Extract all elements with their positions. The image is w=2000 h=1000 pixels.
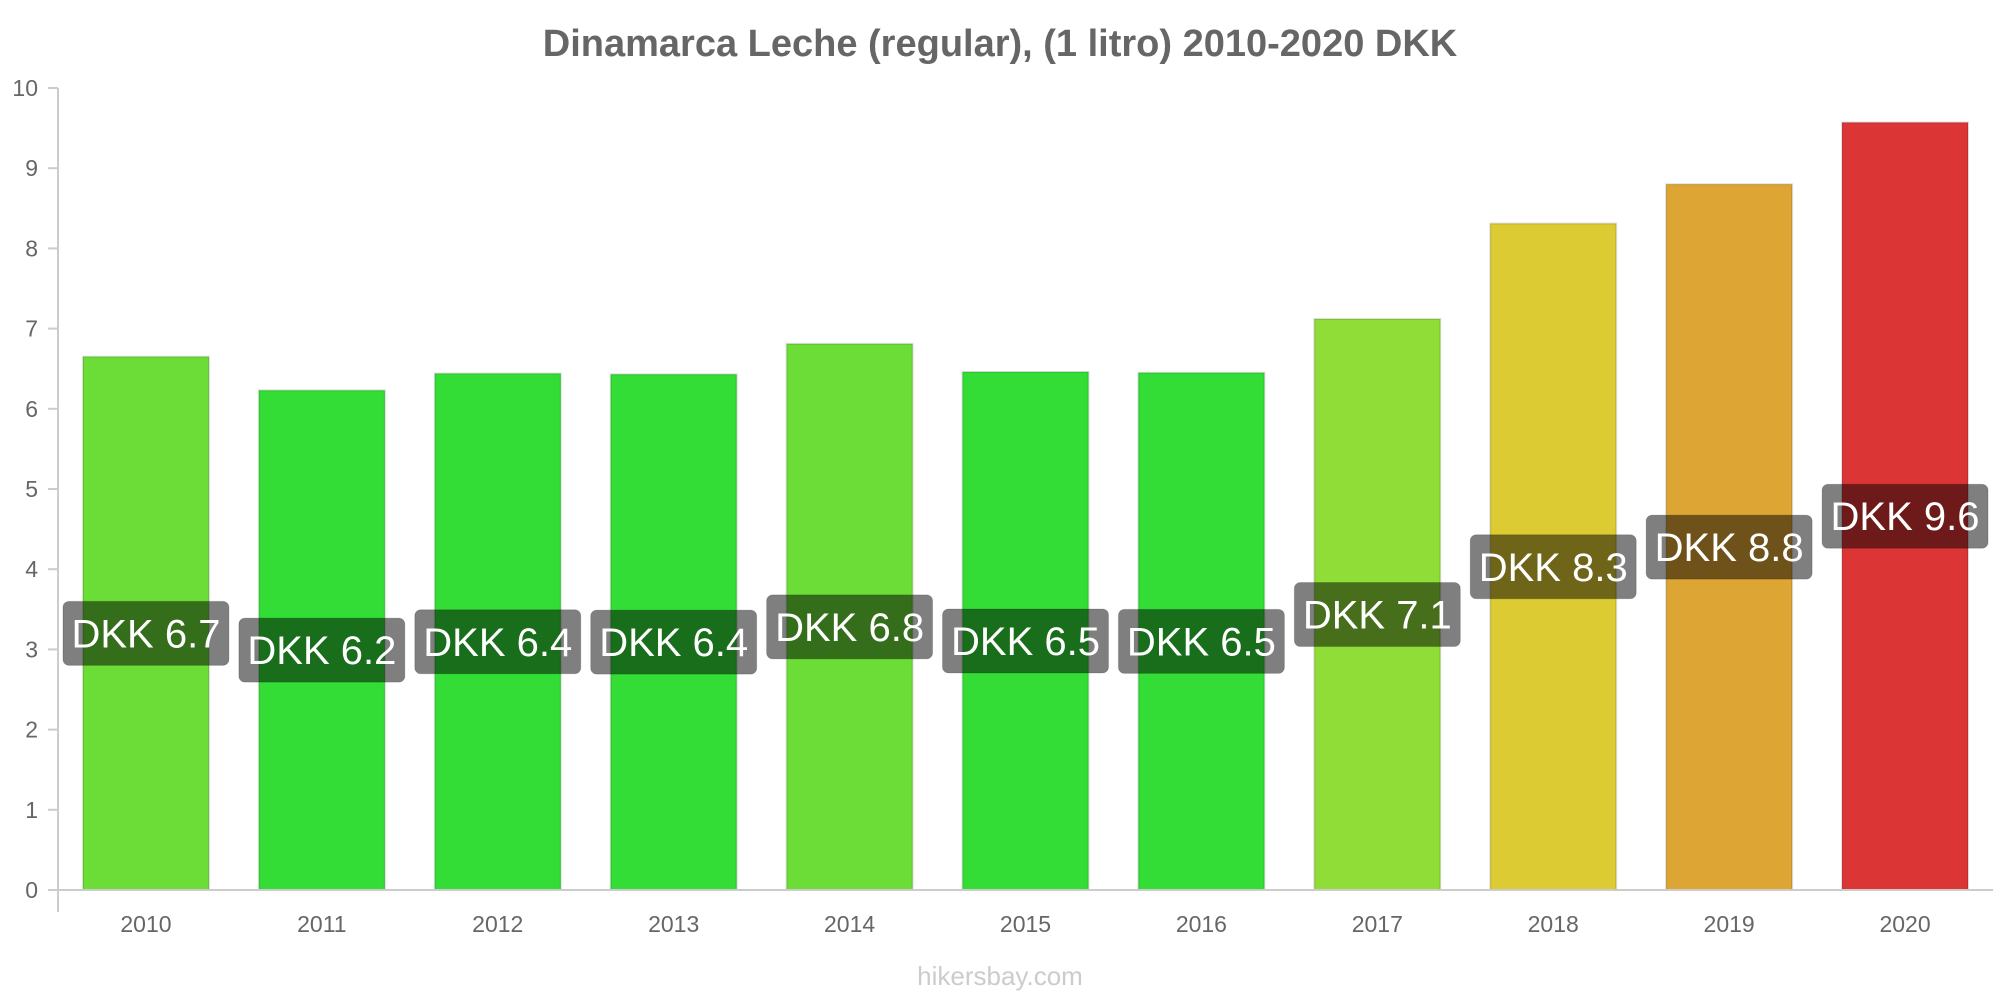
x-tick-label: 2020 bbox=[1879, 911, 1930, 937]
x-tick-label: 2011 bbox=[297, 911, 346, 937]
data-label: DKK 6.4 bbox=[599, 621, 748, 665]
data-label: DKK 6.2 bbox=[247, 629, 396, 673]
y-tick-label: 4 bbox=[25, 556, 38, 582]
x-tick-label: 2015 bbox=[1000, 911, 1051, 937]
x-tick-label: 2014 bbox=[824, 911, 875, 937]
data-label: DKK 6.4 bbox=[423, 621, 572, 665]
y-tick-label: 10 bbox=[12, 75, 38, 101]
data-label-box bbox=[238, 617, 406, 683]
data-label: DKK 6.7 bbox=[71, 612, 220, 656]
data-label: DKK 8.3 bbox=[1479, 546, 1628, 590]
watermark: hikersbay.com bbox=[917, 961, 1083, 991]
data-label-box bbox=[62, 600, 230, 666]
data-label-box bbox=[1293, 581, 1461, 647]
data-label-box bbox=[1645, 514, 1813, 580]
y-axis: 0 1 2 3 4 5 6 7 8 9 10 bbox=[12, 75, 58, 903]
data-labels: DKK 6.7 DKK 6.2 DKK 6.4 DKK 6.4 DKK 6.8 DKK 6… bbox=[62, 483, 1989, 683]
x-tick-label: 2019 bbox=[1704, 911, 1755, 937]
x-tick-label: 2010 bbox=[120, 911, 171, 937]
data-label-box bbox=[590, 609, 758, 675]
data-label-box bbox=[1821, 483, 1989, 549]
y-tick-label: 5 bbox=[25, 476, 38, 502]
y-tick-label: 3 bbox=[25, 636, 38, 662]
data-label: DKK 6.5 bbox=[1127, 620, 1276, 664]
x-axis: 2010 2011 2012 2013 2014 2015 2016 2017 2018 2019… bbox=[120, 911, 1930, 937]
data-label-box bbox=[766, 594, 934, 660]
y-tick-label: 8 bbox=[25, 235, 38, 261]
data-label: DKK 6.5 bbox=[951, 620, 1100, 664]
bars bbox=[81, 121, 1970, 892]
data-label-box bbox=[942, 608, 1109, 674]
y-tick-label: 0 bbox=[25, 877, 38, 903]
data-label-box bbox=[414, 609, 582, 675]
data-label: DKK 9.6 bbox=[1831, 495, 1980, 539]
y-tick-label: 7 bbox=[25, 316, 38, 342]
data-label-box bbox=[1117, 608, 1285, 674]
data-label: DKK 6.8 bbox=[775, 606, 924, 650]
data-label: DKK 7.1 bbox=[1303, 593, 1452, 637]
chart-title: Dinamarca Leche (regular), (1 litro) 201… bbox=[543, 23, 1458, 65]
data-label: DKK 8.8 bbox=[1655, 526, 1804, 570]
x-tick-label: 2013 bbox=[648, 911, 699, 937]
data-label-box bbox=[1469, 534, 1637, 600]
y-tick-label: 1 bbox=[25, 797, 38, 823]
y-tick-label: 2 bbox=[25, 717, 38, 743]
y-tick-label: 6 bbox=[25, 396, 38, 422]
x-tick-label: 2017 bbox=[1352, 911, 1403, 937]
x-tick-label: 2018 bbox=[1528, 911, 1579, 937]
x-tick-label: 2012 bbox=[472, 911, 523, 937]
x-tick-label: 2016 bbox=[1176, 911, 1227, 937]
y-tick-label: 9 bbox=[25, 155, 38, 181]
